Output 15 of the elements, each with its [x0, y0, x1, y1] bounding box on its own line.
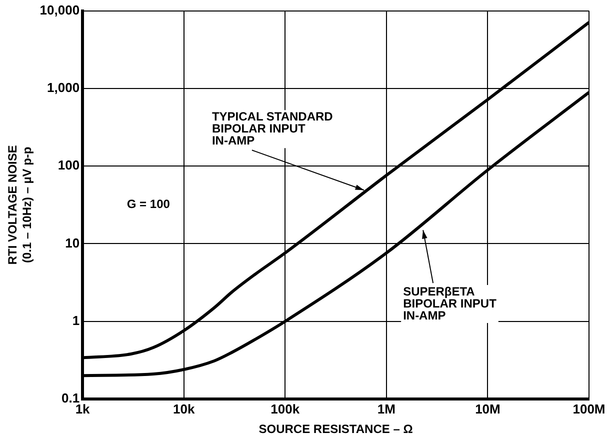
y-tick-label: 10	[65, 235, 80, 250]
x-tick-label: 1M	[377, 401, 396, 416]
y-tick-label: 100	[58, 158, 80, 173]
x-axis-title: SOURCE RESISTANCE – Ω	[258, 422, 414, 436]
y-tick-label: 10,000	[40, 2, 80, 18]
annotation: TYPICAL STANDARD BIPOLAR INPUT IN-AMP	[212, 109, 334, 148]
x-tick-label: 10M	[475, 401, 500, 416]
x-tick-label: 100k	[270, 401, 300, 416]
y-tick-label: 1,000	[47, 80, 80, 96]
annotation: G = 100	[126, 197, 170, 212]
y-axis-title: RTI VOLTAGE NOISE (0.1 – 10Hz) – µV p-p	[6, 145, 34, 265]
y-tick-label: 1	[72, 312, 80, 328]
annotation: SUPERβETA BIPOLAR INPUT IN-AMP	[403, 284, 498, 322]
x-tick-label: 100M	[572, 401, 606, 416]
x-tick-label: 10k	[173, 401, 196, 416]
